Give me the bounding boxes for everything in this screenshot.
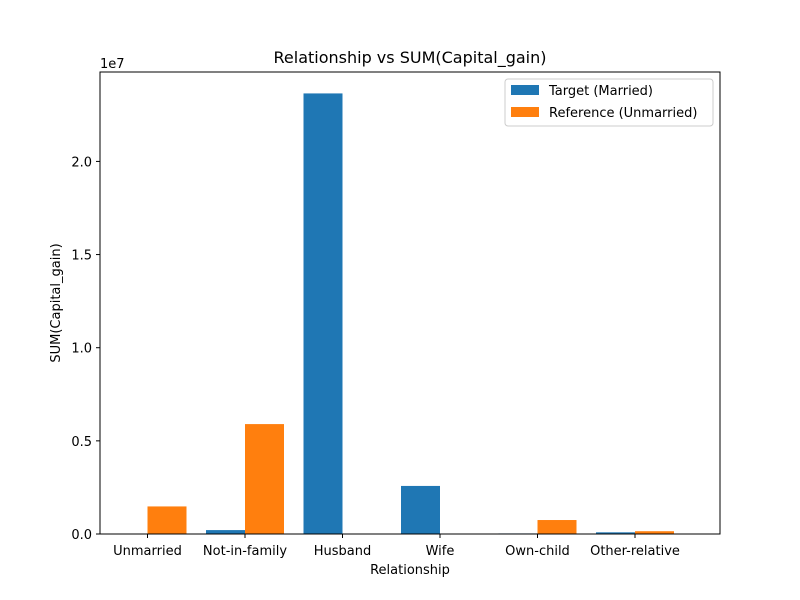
bar-reference-5 [635, 531, 674, 534]
y-axis-label: SUM(Capital_gain) [49, 243, 64, 362]
bar-target-5 [596, 532, 635, 534]
bar-reference-4 [537, 520, 577, 534]
legend-swatch-0 [511, 85, 539, 95]
legend-frame [504, 78, 714, 127]
y-tick-label: 1.5 [71, 249, 92, 264]
x-axis-label: Relationship [370, 563, 450, 578]
y-axis: 0.0 0.5 1.0 1.5 2.0 [71, 155, 100, 543]
legend: Target (Married) Reference (Unmarried) [504, 78, 714, 127]
bars-group [108, 93, 674, 535]
bar-reference-0 [147, 506, 187, 534]
bar-target-3 [401, 485, 440, 534]
legend-label-0: Target (Married) [548, 84, 653, 99]
x-tick-label: Other-relative [590, 544, 680, 559]
y-tick-label: 2.0 [71, 155, 92, 170]
y-tick-label: 1.0 [71, 342, 92, 357]
y-tick-label: 0.5 [71, 435, 92, 450]
bar-target-1 [206, 530, 245, 534]
y-tick-label: 0.0 [71, 528, 92, 543]
legend-label-1: Reference (Unmarried) [549, 106, 697, 121]
y-scale-label: 1e7 [100, 57, 125, 72]
x-tick-label: Own-child [505, 544, 570, 559]
plot-frame [99, 71, 721, 535]
x-tick-label: Unmarried [113, 544, 182, 559]
legend-swatch-1 [511, 107, 539, 117]
x-axis: Unmarried Not-in-family Husband Wife Own-chi… [113, 534, 680, 559]
x-tick-label: Husband [314, 544, 372, 559]
x-tick-label: Not-in-family [203, 544, 287, 559]
bar-target-2 [303, 93, 343, 535]
x-tick-label: Wife [426, 544, 455, 559]
bar-reference-1 [245, 424, 284, 534]
chart-title: Relationship vs SUM(Capital_gain) [274, 48, 547, 68]
